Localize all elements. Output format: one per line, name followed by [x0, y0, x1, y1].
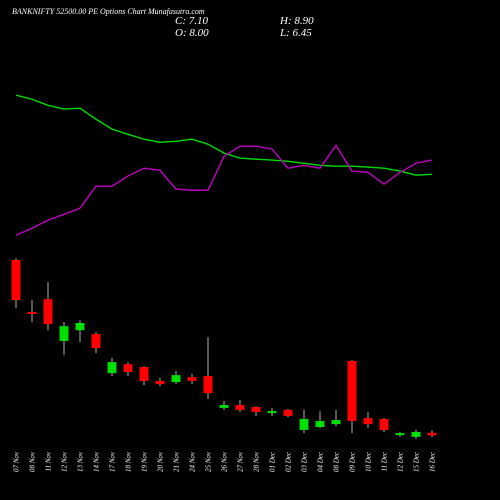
- x-tick-label: 08 Dec: [333, 451, 341, 472]
- x-tick-label: 13 Nov: [77, 451, 85, 472]
- candle-body: [235, 404, 245, 410]
- candle-body: [379, 418, 389, 430]
- candle-body: [283, 409, 293, 417]
- x-tick-label: 08 Nov: [29, 451, 37, 472]
- candle-body: [91, 333, 101, 349]
- stat-open: O: 8.00: [175, 27, 209, 39]
- x-tick-label: 19 Nov: [141, 451, 149, 472]
- candle-body: [395, 433, 405, 436]
- x-tick-label: 24 Nov: [189, 451, 197, 472]
- candle-body: [411, 431, 421, 437]
- indicator-line: [15, 144, 433, 236]
- x-tick-label: 20 Nov: [157, 451, 165, 472]
- candle-body: [363, 418, 373, 425]
- x-tick-label: 28 Nov: [253, 451, 261, 472]
- candle-body: [59, 326, 69, 341]
- x-tick-label: 11 Nov: [45, 451, 53, 471]
- candle-body: [203, 376, 213, 394]
- candle-body: [299, 418, 309, 430]
- candle-body: [139, 367, 149, 381]
- candle-body: [11, 260, 21, 301]
- x-tick-label: 18 Nov: [125, 451, 133, 472]
- candle-body: [171, 375, 181, 383]
- candle-body: [251, 407, 261, 412]
- x-tick-label: 12 Nov: [61, 451, 69, 472]
- x-tick-label: 25 Nov: [205, 451, 213, 472]
- x-tick-label: 12 Dec: [397, 451, 405, 472]
- x-tick-label: 02 Dec: [285, 451, 293, 472]
- candle-body: [155, 380, 165, 385]
- x-tick-label: 21 Nov: [173, 451, 181, 472]
- x-tick-label: 26 Nov: [221, 451, 229, 472]
- candle-body: [43, 299, 53, 325]
- x-tick-label: 01 Dec: [269, 451, 277, 472]
- x-tick-label: 03 Dec: [301, 451, 309, 472]
- candle-body: [219, 404, 229, 408]
- candle-body: [187, 377, 197, 381]
- x-tick-label: 04 Dec: [317, 451, 325, 472]
- x-tick-label: 16 Dec: [429, 451, 437, 472]
- x-tick-label: 07 Nov: [13, 451, 21, 472]
- candle-body: [27, 311, 37, 314]
- x-tick-label: 11 Dec: [381, 451, 389, 471]
- x-tick-label: 14 Nov: [93, 451, 101, 472]
- stat-high: H: 8.90: [279, 15, 314, 27]
- stat-close: C: 7.10: [175, 15, 209, 27]
- candle-body: [75, 322, 85, 331]
- candle-body: [331, 420, 341, 425]
- x-tick-label: 09 Dec: [349, 451, 357, 472]
- x-tick-label: 15 Dec: [413, 451, 421, 472]
- stat-low: L: 6.45: [279, 27, 312, 39]
- candle-body: [427, 432, 437, 436]
- x-tick-label: 17 Nov: [109, 451, 117, 472]
- candle-body: [123, 364, 133, 372]
- x-tick-label: 10 Dec: [365, 451, 373, 472]
- x-tick-label: 27 Nov: [237, 451, 245, 472]
- candle-body: [347, 360, 357, 421]
- chart-title: BANKNIFTY 52500.00 PE Options Chart Muna…: [12, 7, 205, 16]
- candle-body: [315, 420, 325, 428]
- candle-body: [107, 362, 117, 374]
- indicator-line: [15, 94, 433, 176]
- candle-body: [267, 411, 277, 414]
